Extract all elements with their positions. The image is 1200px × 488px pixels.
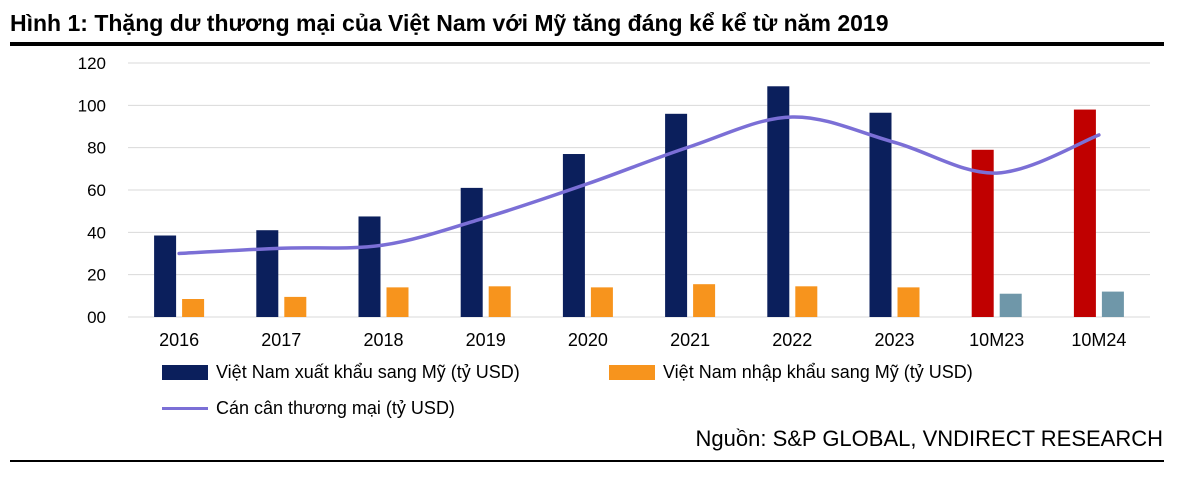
bar-export xyxy=(971,149,994,317)
x-tick-label: 2017 xyxy=(261,330,301,350)
legend-label-export: Việt Nam xuất khẩu sang Mỹ (tỷ USD) xyxy=(216,362,520,382)
y-tick-label: 40 xyxy=(87,223,106,242)
x-tick-label: 2023 xyxy=(874,330,914,350)
legend-label-balance: Cán cân thương mại (tỷ USD) xyxy=(216,398,455,418)
bar-import xyxy=(999,293,1022,317)
x-tick-label: 2022 xyxy=(772,330,812,350)
source-note: Nguồn: S&P GLOBAL, VNDIRECT RESEARCH xyxy=(695,426,1163,451)
bar-export xyxy=(767,86,790,318)
bar-export xyxy=(256,230,279,317)
balance-line xyxy=(177,115,1101,256)
y-tick-label: 120 xyxy=(78,54,106,73)
bars xyxy=(154,86,1124,318)
x-tick-label: 2016 xyxy=(159,330,199,350)
y-tick-label: 80 xyxy=(87,139,106,158)
legend-label-import: Việt Nam nhập khẩu sang Mỹ (tỷ USD) xyxy=(663,362,973,382)
balance-line-layer xyxy=(177,115,1101,256)
bar-export xyxy=(460,187,483,317)
bar-import xyxy=(488,286,511,317)
y-tick-label: 60 xyxy=(87,181,106,200)
bar-import xyxy=(386,287,409,317)
title-divider xyxy=(10,42,1164,46)
legend-swatch-balance xyxy=(162,407,208,410)
legend-item-import: Việt Nam nhập khẩu sang Mỹ (tỷ USD) xyxy=(609,362,973,383)
x-tick-label: 2020 xyxy=(568,330,608,350)
y-tick-label: 20 xyxy=(87,266,106,285)
legend-item-balance: Cán cân thương mại (tỷ USD) xyxy=(162,398,455,419)
x-tick-label: 2019 xyxy=(466,330,506,350)
x-tick-label: 10M24 xyxy=(1071,330,1126,350)
bar-import xyxy=(284,296,307,317)
bar-import xyxy=(590,287,613,317)
grid-lines xyxy=(128,62,1150,318)
bar-export xyxy=(358,216,381,317)
bar-import xyxy=(182,299,205,317)
legend-swatch-import xyxy=(609,365,655,380)
bar-import xyxy=(897,287,920,317)
bottom-divider xyxy=(10,460,1164,462)
figure-title: Hình 1: Thặng dư thương mại của Việt Nam… xyxy=(10,10,889,36)
y-tick-label: 100 xyxy=(78,96,106,115)
bar-export xyxy=(1073,109,1096,317)
x-axis-ticks: 2016 2017 2018 2019 2020 2021 2022 2023 10M23 10M… xyxy=(159,330,1126,350)
bar-export xyxy=(665,113,688,317)
x-tick-label: 10M23 xyxy=(969,330,1024,350)
legend-item-export: Việt Nam xuất khẩu sang Mỹ (tỷ USD) xyxy=(162,362,520,383)
y-axis-ticks: 00 20 40 60 80 100 120 xyxy=(78,54,106,327)
bar-import xyxy=(795,286,818,317)
bar-export xyxy=(869,112,892,317)
y-tick-label: 00 xyxy=(87,308,106,327)
bar-import xyxy=(1101,291,1124,317)
bar-export xyxy=(154,235,177,317)
x-tick-label: 2018 xyxy=(363,330,403,350)
bar-import xyxy=(693,284,716,317)
x-tick-label: 2021 xyxy=(670,330,710,350)
bar-export xyxy=(562,154,585,317)
legend-swatch-export xyxy=(162,365,208,380)
